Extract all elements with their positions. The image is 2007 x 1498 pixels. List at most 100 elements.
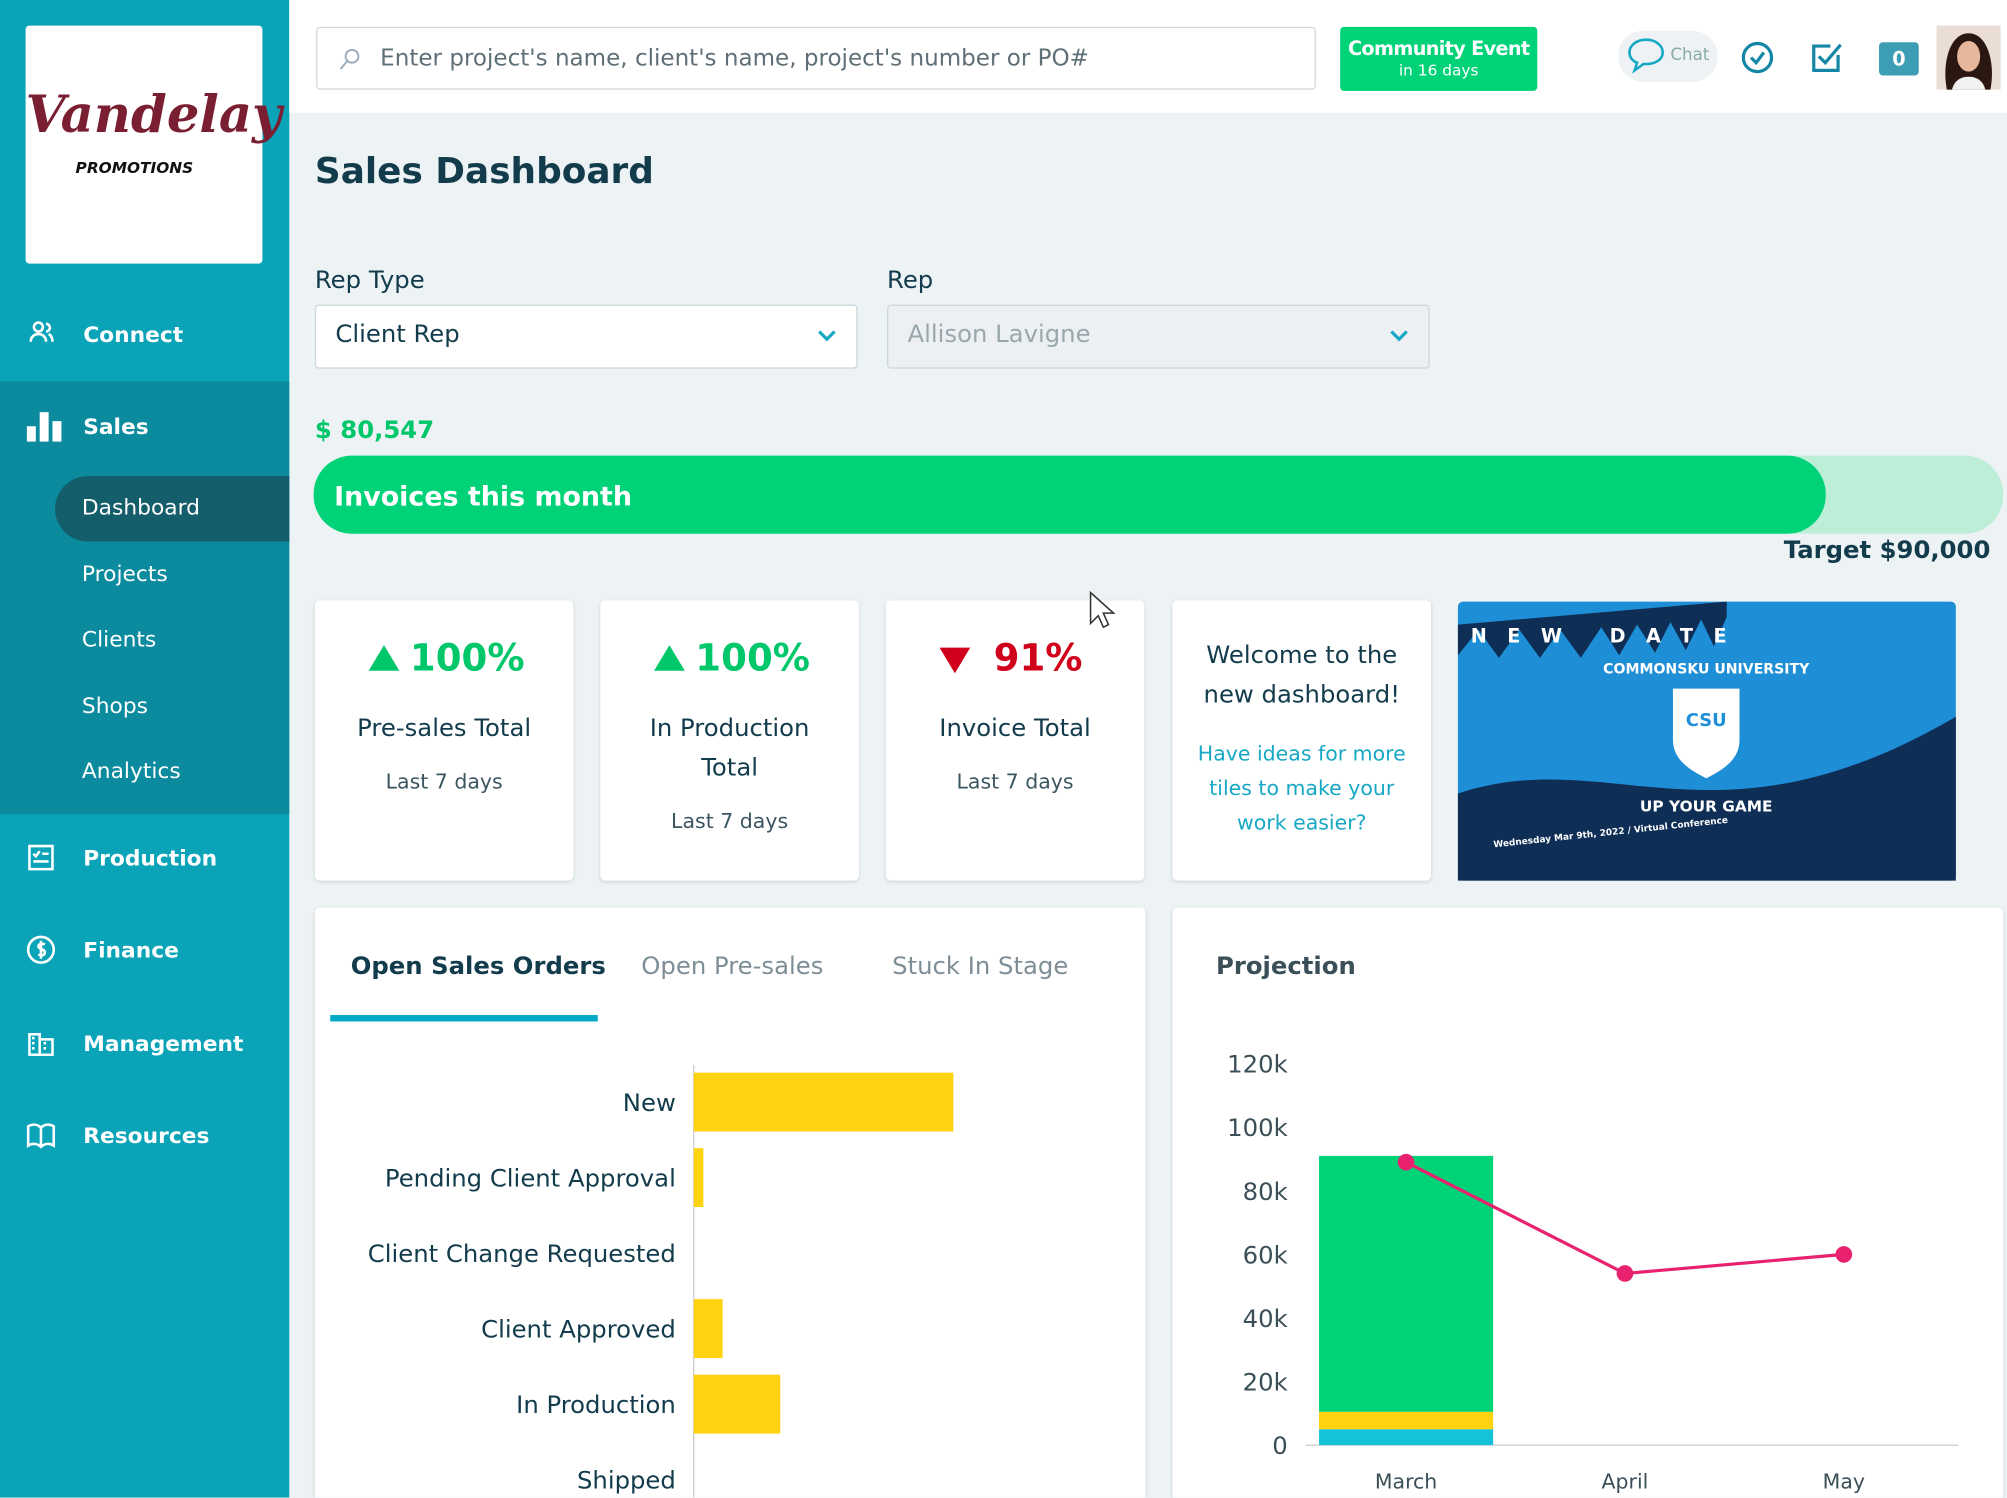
chat-icon <box>1628 38 1664 74</box>
tab[interactable]: Open Sales Orders <box>350 952 606 981</box>
sidebar: Vandelay PROMOTIONS Connect Sales Dashboard P… <box>0 0 290 1498</box>
icon <box>339 60 348 70</box>
stat-period: Last 7 days <box>671 808 789 834</box>
stat-tile[interactable]: 100% In Production Total Last 7 days <box>600 600 859 881</box>
checklist-icon <box>1812 43 1842 72</box>
stat-change: 91% <box>993 636 1083 680</box>
icon <box>1812 43 1842 72</box>
icon <box>1741 41 1774 74</box>
subnav-item[interactable]: Dashboard <box>81 495 200 521</box>
y-tick-label: 0 <box>1272 1431 1287 1460</box>
banner: NEW DATE CSU COMMONSKU UNIVERSITY UP YOUR G… <box>1457 601 1956 881</box>
filter-select[interactable]: Client Rep <box>314 304 858 369</box>
nav-icon <box>26 935 56 964</box>
banner-wave <box>1457 716 1956 881</box>
chevron <box>1390 330 1408 342</box>
nav-active <box>55 476 290 542</box>
avatar <box>1936 25 2001 90</box>
subnav-item[interactable]: Shops <box>81 693 148 719</box>
avatar-face <box>1957 40 1981 72</box>
progress-fill <box>313 455 1826 534</box>
filter-value: Allison Lavigne <box>907 320 1091 349</box>
avatar-shirt <box>1952 76 1986 90</box>
banner-headline: NEW DATE <box>1471 625 1747 648</box>
line-point <box>1835 1246 1853 1263</box>
subnav-item[interactable]: Clients <box>81 627 157 653</box>
nav-icon <box>28 1032 54 1056</box>
icon <box>939 647 971 674</box>
stat-tile[interactable]: 91% Invoice Total Last 7 days <box>885 600 1145 881</box>
line-point <box>1397 1153 1415 1171</box>
tab[interactable]: Open Pre-sales <box>641 952 824 981</box>
trend-arrow <box>939 647 971 674</box>
event-button[interactable]: Community Event in 16 days <box>1340 26 1538 91</box>
notification-badge[interactable]: 0 <box>1879 42 1919 76</box>
icon <box>344 48 360 64</box>
subnav-item[interactable]: Projects <box>81 561 168 587</box>
nav-item[interactable]: Finance <box>83 938 179 964</box>
progress-target: Target $90,000 <box>1783 536 1991 565</box>
event-subtitle: in 16 days <box>1398 61 1479 80</box>
chat-label: Chat <box>1670 46 1710 66</box>
y-tick-label: 20k <box>1243 1368 1289 1397</box>
cursor <box>1089 590 1116 629</box>
icon <box>29 321 54 342</box>
banner-slogan: UP YOUR GAME <box>1640 798 1773 816</box>
nav-icon <box>28 844 54 871</box>
tab-underline <box>330 1015 598 1022</box>
nav-item[interactable]: Resources <box>83 1123 210 1150</box>
search-placeholder: Enter project's name, client's name, pro… <box>380 44 1089 72</box>
progress-label: Invoices this month <box>334 482 632 513</box>
y-tick-label: 40k <box>1243 1304 1289 1333</box>
nav-item[interactable]: Management <box>83 1031 244 1058</box>
y-tick-label: 60k <box>1243 1240 1289 1269</box>
category-label: Client Change Requested <box>368 1239 676 1268</box>
bar <box>693 1374 781 1434</box>
subnav-item[interactable]: Analytics <box>81 759 181 785</box>
event-title: Community Event <box>1347 37 1530 61</box>
icon <box>26 426 36 442</box>
stat-tile[interactable]: 100% Pre-sales Total Last 7 days <box>314 600 574 881</box>
chevron <box>818 330 836 342</box>
nav-item[interactable]: Connect <box>83 322 184 349</box>
stat-title: Pre-sales Total <box>357 714 532 743</box>
welcome-tile: Welcome to the new dashboard! Have ideas … <box>1172 600 1432 881</box>
nav-item[interactable]: Sales <box>83 414 149 441</box>
trend-arrow <box>368 645 400 671</box>
nav-item[interactable]: Production <box>83 846 218 872</box>
filter-label: Rep Type <box>314 266 425 295</box>
stat-title: In Production Total <box>649 714 810 783</box>
chat-button[interactable]: Chat <box>1617 30 1718 82</box>
invoice-amount: $ 80,547 <box>314 416 435 445</box>
progress: Invoices this month <box>313 455 2004 534</box>
banner-name: COMMONSKU UNIVERSITY <box>1603 661 1810 677</box>
projection-chart: 0 20k 40k 60k 80k 100k 120k March April May <box>1227 1050 1959 1494</box>
banner-badge: CSU <box>1686 710 1727 731</box>
y-tick-label: 100k <box>1227 1113 1288 1142</box>
icon <box>1390 330 1408 342</box>
search-box[interactable]: Enter project's name, client's name, pro… <box>316 26 1316 90</box>
projection-card: Projection <box>1172 907 2004 1498</box>
x-tick-label: March <box>1375 1470 1437 1494</box>
tasks-icon <box>1741 41 1774 74</box>
category-label: In Production <box>516 1390 676 1419</box>
icon <box>654 645 685 671</box>
stage-chart: New Pending Client Approval Client Change … <box>368 1064 954 1498</box>
bar <box>693 1072 954 1132</box>
search-icon <box>339 48 360 70</box>
nav-icon <box>26 1123 56 1149</box>
banner-pennants <box>1457 601 1727 658</box>
icon <box>28 1032 54 1056</box>
welcome-title: Welcome to the new dashboard! <box>1203 641 1400 710</box>
sales-section <box>0 381 290 815</box>
tab[interactable]: Stuck In Stage <box>892 952 1069 981</box>
filter-label: Rep <box>887 266 934 295</box>
y-tick-label: 80k <box>1243 1177 1289 1206</box>
filter-value: Client Rep <box>335 320 460 349</box>
icon <box>28 844 54 871</box>
filter-select[interactable]: Allison Lavigne <box>887 304 1430 369</box>
welcome-link[interactable]: Have ideas for more tiles to make your w… <box>1197 741 1406 835</box>
